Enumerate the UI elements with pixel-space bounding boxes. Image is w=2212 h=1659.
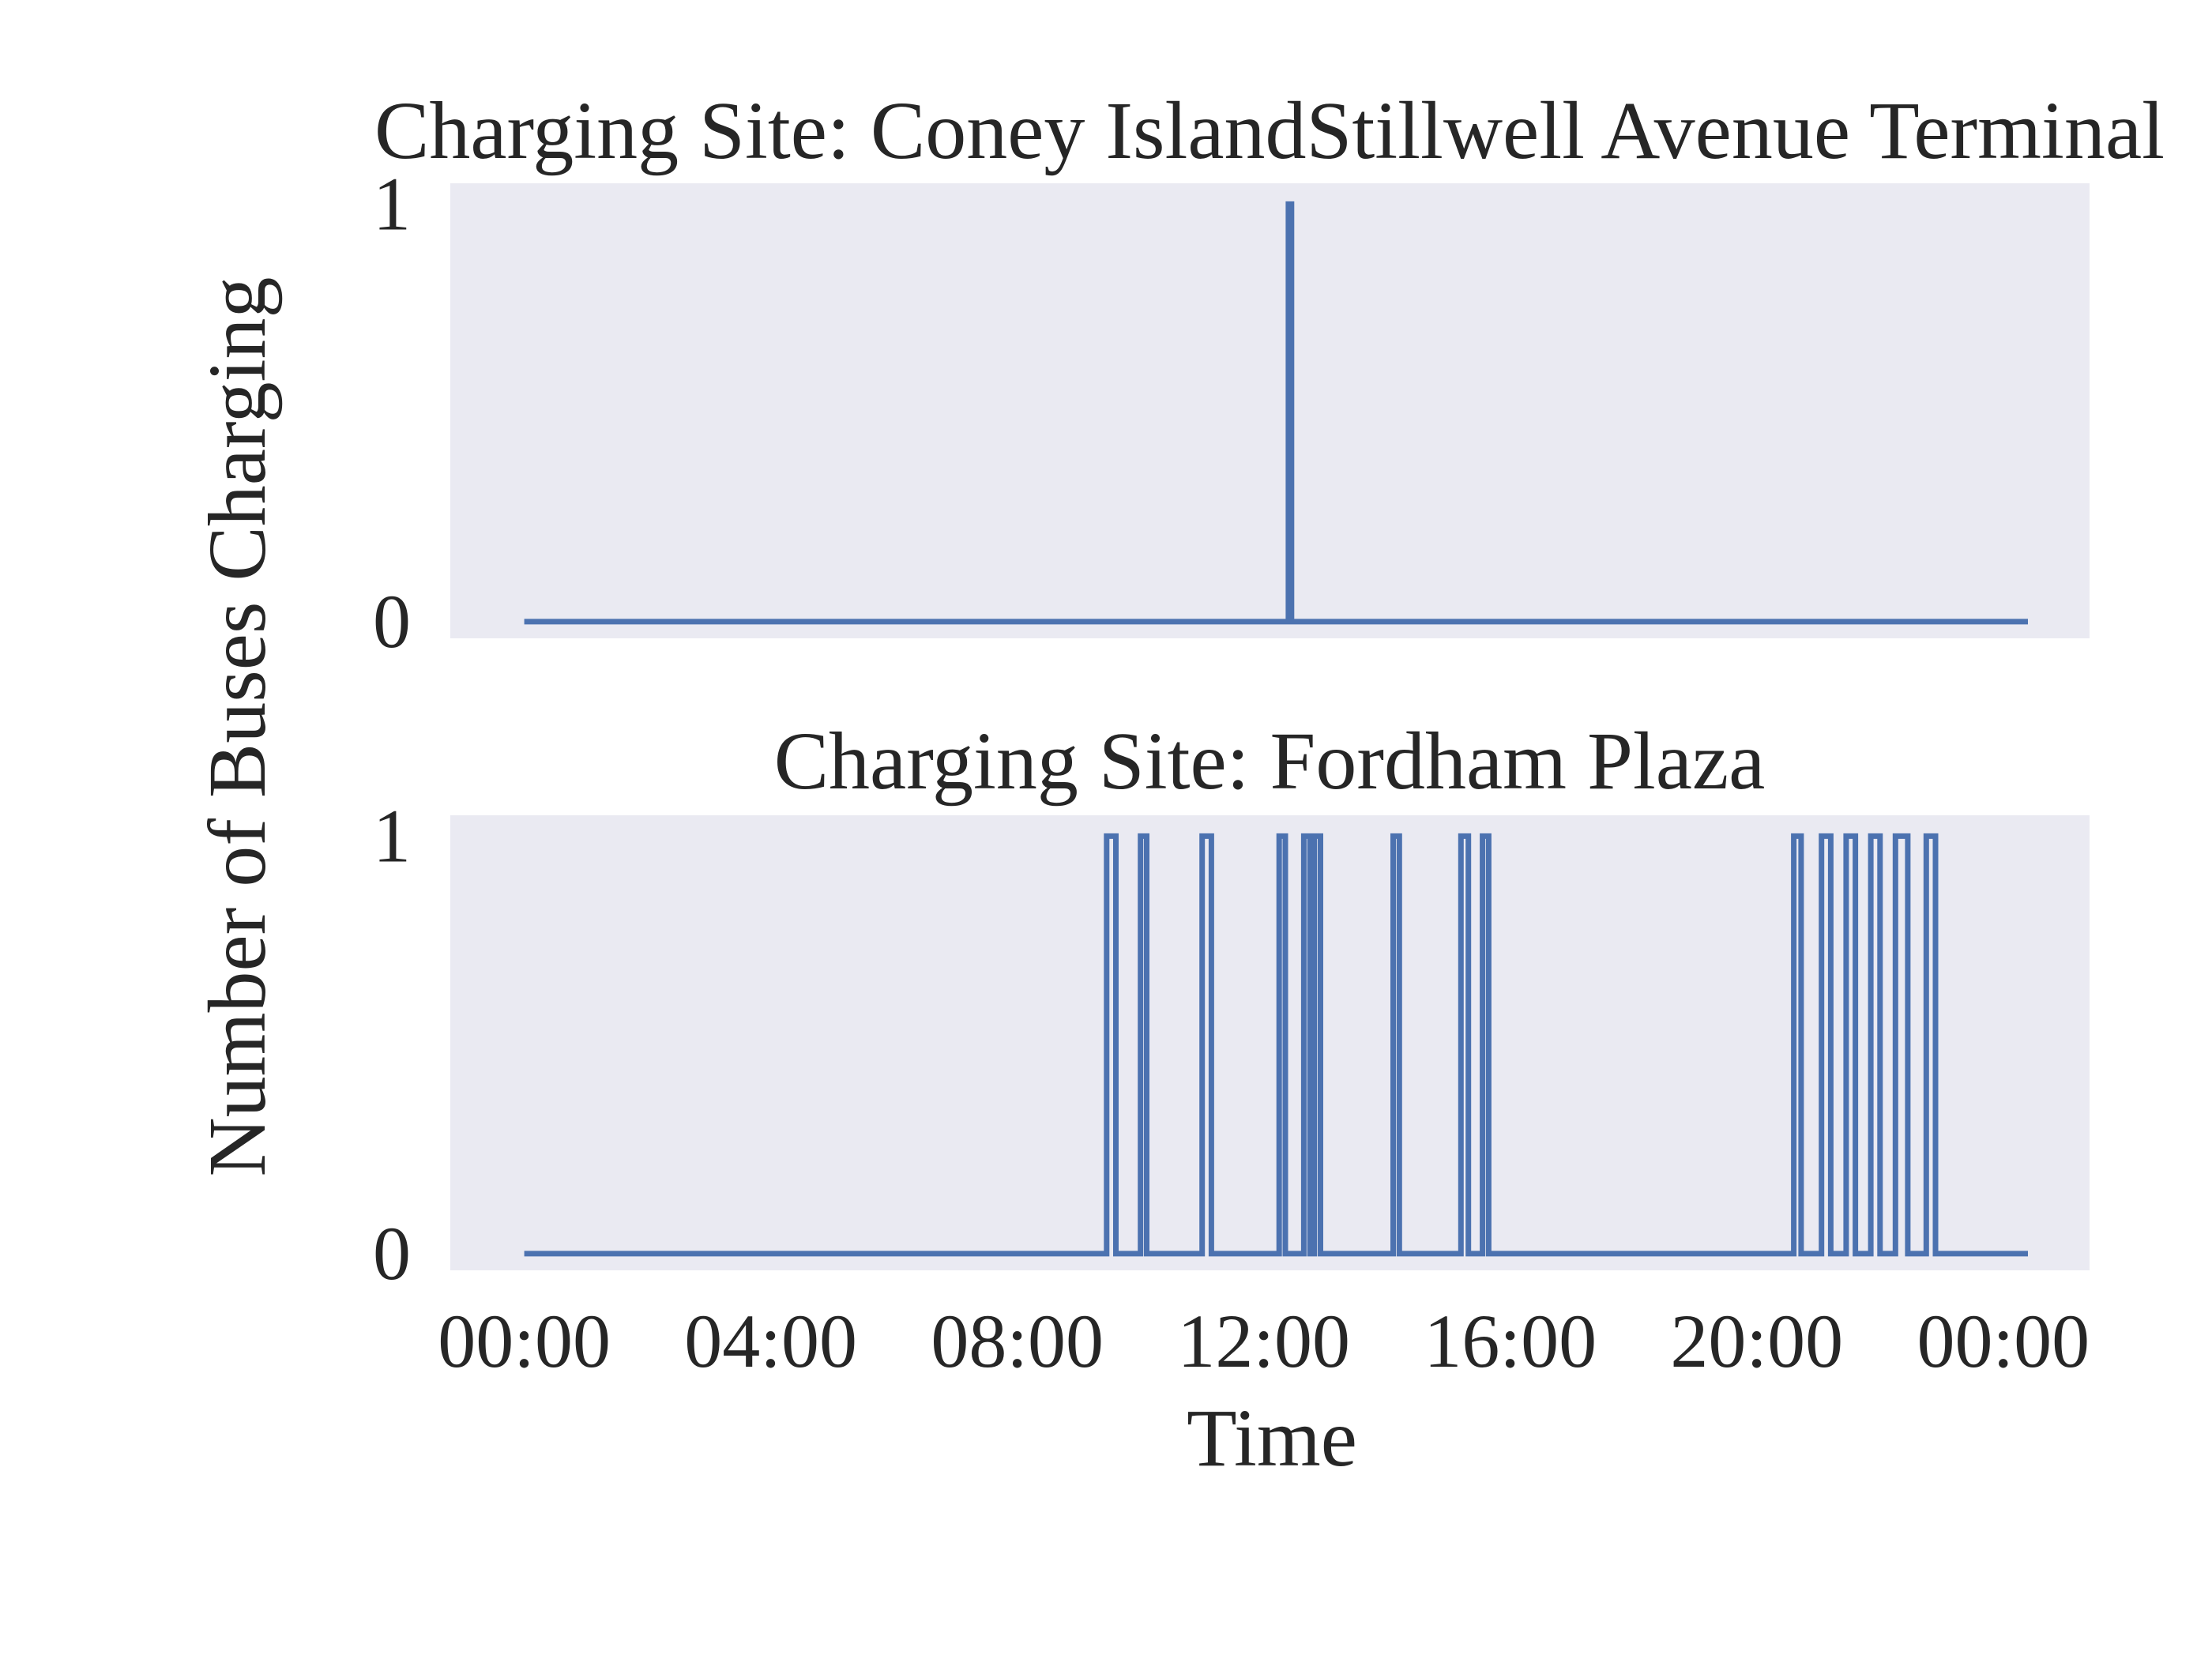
panel-bottom-title: Charging Site: Fordham Plaza [774, 716, 1766, 807]
panel-bottom-background [450, 815, 2090, 1270]
x-tick-label: 08:00 [931, 1299, 1104, 1383]
panel-top-background [450, 183, 2090, 638]
x-tick-label: 12:00 [1177, 1299, 1350, 1383]
panel-top: Charging Site: Coney IslandStillwell Ave… [373, 85, 2165, 664]
x-tick-label: 04:00 [684, 1299, 857, 1383]
panel-bottom: Charging Site: Fordham Plaza 0 1 [373, 716, 2090, 1296]
x-tick-label: 20:00 [1670, 1299, 1843, 1383]
x-tick-label: 00:00 [1917, 1299, 2090, 1383]
panel-bottom-y-tick-label: 0 [373, 1211, 411, 1296]
panel-top-title: Charging Site: Coney IslandStillwell Ave… [374, 85, 2165, 176]
x-axis-label: Time [1187, 1393, 1357, 1484]
y-axis-label: Number of Buses Charging [192, 276, 283, 1176]
x-tick-label: 00:00 [438, 1299, 611, 1383]
panel-bottom-series-line [524, 833, 2028, 1257]
panel-bottom-y-tick-label: 1 [373, 793, 411, 878]
panel-top-y-tick-label: 0 [373, 579, 411, 664]
panel-top-y-tick-label: 1 [373, 161, 411, 246]
x-axis-ticks: 00:00 04:00 08:00 12:00 16:00 20:00 00:00 [438, 1299, 2090, 1383]
x-tick-label: 16:00 [1424, 1299, 1597, 1383]
panel-top-series-line [524, 201, 2028, 625]
